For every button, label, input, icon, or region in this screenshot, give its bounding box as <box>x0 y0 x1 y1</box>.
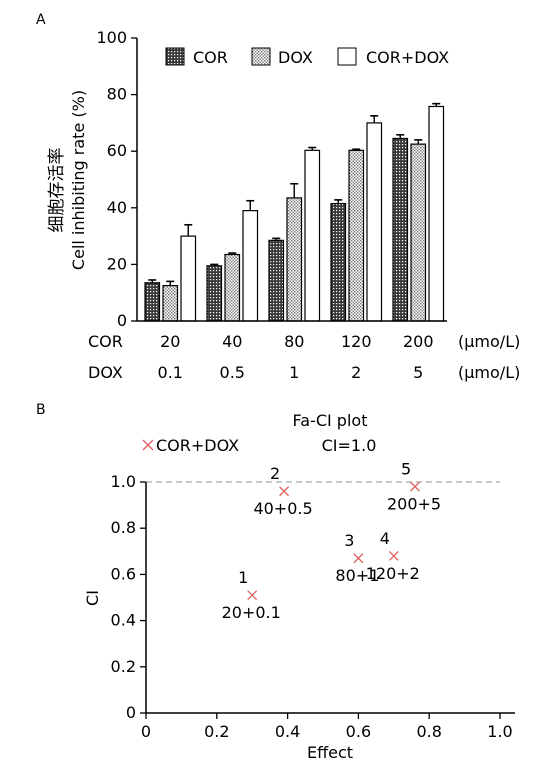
legend-swatch-dox <box>251 47 271 66</box>
x-tick-label: 1.0 <box>487 722 512 741</box>
dose-value: 40 <box>222 332 242 351</box>
bar-cor <box>268 239 285 322</box>
x-tick-label: 0.8 <box>416 722 441 741</box>
bar-chart-legend: COR DOX COR+DOX <box>165 47 449 67</box>
bar-combo <box>180 235 197 322</box>
y-tick-label: 0.8 <box>111 518 136 537</box>
y-tick-label: 1.0 <box>111 472 136 491</box>
legend-swatch-combo <box>337 47 357 66</box>
x-tick-label: 0.4 <box>275 722 300 741</box>
legend-label-dox: DOX <box>278 48 313 67</box>
dose-value: 80 <box>284 332 304 351</box>
dose-value: 200 <box>403 332 434 351</box>
legend-item-dox: DOX <box>251 47 313 67</box>
legend-marker-icon <box>142 439 154 451</box>
y-tick-label: 60 <box>107 141 127 160</box>
scatter-points: 1 20+0.1 2 40+0.5 3 80+14 120+2 5 200+5 <box>222 460 442 623</box>
dose-row-label: DOX <box>88 363 123 382</box>
bar-chart-yticks: 0 20 40 60 80 100 <box>96 28 137 330</box>
bar-combo <box>428 105 445 322</box>
y-tick-label: 0 <box>117 311 127 330</box>
panel-b: B Fa-CI plot COR+DOX CI=1.0 CI Effect 00… <box>36 402 515 762</box>
dose-value: 20 <box>160 332 180 351</box>
y-tick-label: 100 <box>96 28 127 47</box>
y-tick-label: 40 <box>107 198 127 217</box>
dose-value: 1 <box>289 363 299 382</box>
scatter-point <box>279 486 290 497</box>
x-tick-label: 0 <box>141 722 151 741</box>
legend-item-cor: COR <box>165 47 228 67</box>
bar-dox <box>224 253 241 322</box>
panel-a: A 细胞存活率 Cell inhibiting rate (%) 0 20 40 60… <box>36 12 520 382</box>
dose-unit: (μmo/L) <box>458 332 520 351</box>
point-label: 80+1 <box>335 566 379 585</box>
y-tick-label: 0 <box>126 703 136 722</box>
scatter-xlabel: Effect <box>307 743 353 762</box>
point-label: 40+0.5 <box>253 499 312 518</box>
bar-chart-error-bars <box>148 102 441 286</box>
scatter-title: Fa-CI plot <box>293 411 368 430</box>
dose-value: 2 <box>351 363 361 382</box>
dose-row-cor: COR 20 40 80 120 200 (μmo/L) <box>88 332 520 351</box>
dose-row-dox: DOX 0.1 0.5 1 2 5 (μmo/L) <box>88 363 520 382</box>
panel-b-label: B <box>36 402 46 418</box>
scatter-legend: COR+DOX <box>142 436 239 455</box>
bar-dox <box>162 285 179 322</box>
scatter-point <box>410 481 420 492</box>
point-number: 4 <box>380 529 390 548</box>
bar-dox <box>410 143 427 322</box>
dose-row-label: COR <box>88 332 123 351</box>
bar-cor <box>144 282 161 322</box>
y-tick-label: 80 <box>107 85 127 104</box>
bar-dox <box>348 149 365 322</box>
bar-chart-bars <box>144 105 445 322</box>
bar-chart-ylabel-cn: 细胞存活率 <box>47 148 67 233</box>
legend-label-cor: COR <box>193 48 228 67</box>
point-number: 5 <box>401 460 411 479</box>
point-number: 2 <box>270 464 280 483</box>
point-number: 3 <box>344 531 354 550</box>
bar-cor <box>392 137 409 322</box>
dose-unit: (μmo/L) <box>458 363 520 382</box>
y-tick-label: 0.6 <box>111 564 136 583</box>
scatter-point <box>388 550 399 561</box>
dose-value: 0.1 <box>158 363 183 382</box>
bar-combo <box>304 149 321 322</box>
bar-chart-ylabel: Cell inhibiting rate (%) <box>69 90 88 270</box>
bar-dox <box>286 197 303 322</box>
ci-reference-label: CI=1.0 <box>322 436 377 455</box>
x-tick-label: 0.2 <box>204 722 229 741</box>
y-tick-label: 0.2 <box>111 657 136 676</box>
bar-combo <box>242 210 259 322</box>
y-tick-label: 20 <box>107 254 127 273</box>
bar-combo <box>366 122 383 322</box>
point-label: 120+2 <box>366 564 420 583</box>
scatter-legend-label: COR+DOX <box>156 436 239 455</box>
y-tick-label: 0.4 <box>111 611 136 630</box>
panel-a-label: A <box>36 12 46 28</box>
legend-swatch-cor <box>165 47 185 66</box>
dose-value: 120 <box>341 332 372 351</box>
dose-value: 5 <box>413 363 423 382</box>
bar-cor <box>330 202 347 322</box>
point-label: 20+0.1 <box>222 603 281 622</box>
scatter-yticks: 0 0.2 0.4 0.6 0.8 1.0 <box>111 472 146 722</box>
point-number: 1 <box>238 568 248 587</box>
scatter-point <box>353 553 364 564</box>
legend-label-combo: COR+DOX <box>366 48 449 67</box>
scatter-point <box>247 590 258 601</box>
scatter-xticks: 0 0.2 0.4 0.6 0.8 1.0 <box>141 713 513 741</box>
dose-value: 0.5 <box>220 363 245 382</box>
scatter-ylabel: CI <box>83 590 102 606</box>
bar-cor <box>206 265 223 322</box>
legend-item-combo: COR+DOX <box>337 47 449 67</box>
point-label: 200+5 <box>387 495 441 514</box>
x-tick-label: 0.6 <box>346 722 371 741</box>
